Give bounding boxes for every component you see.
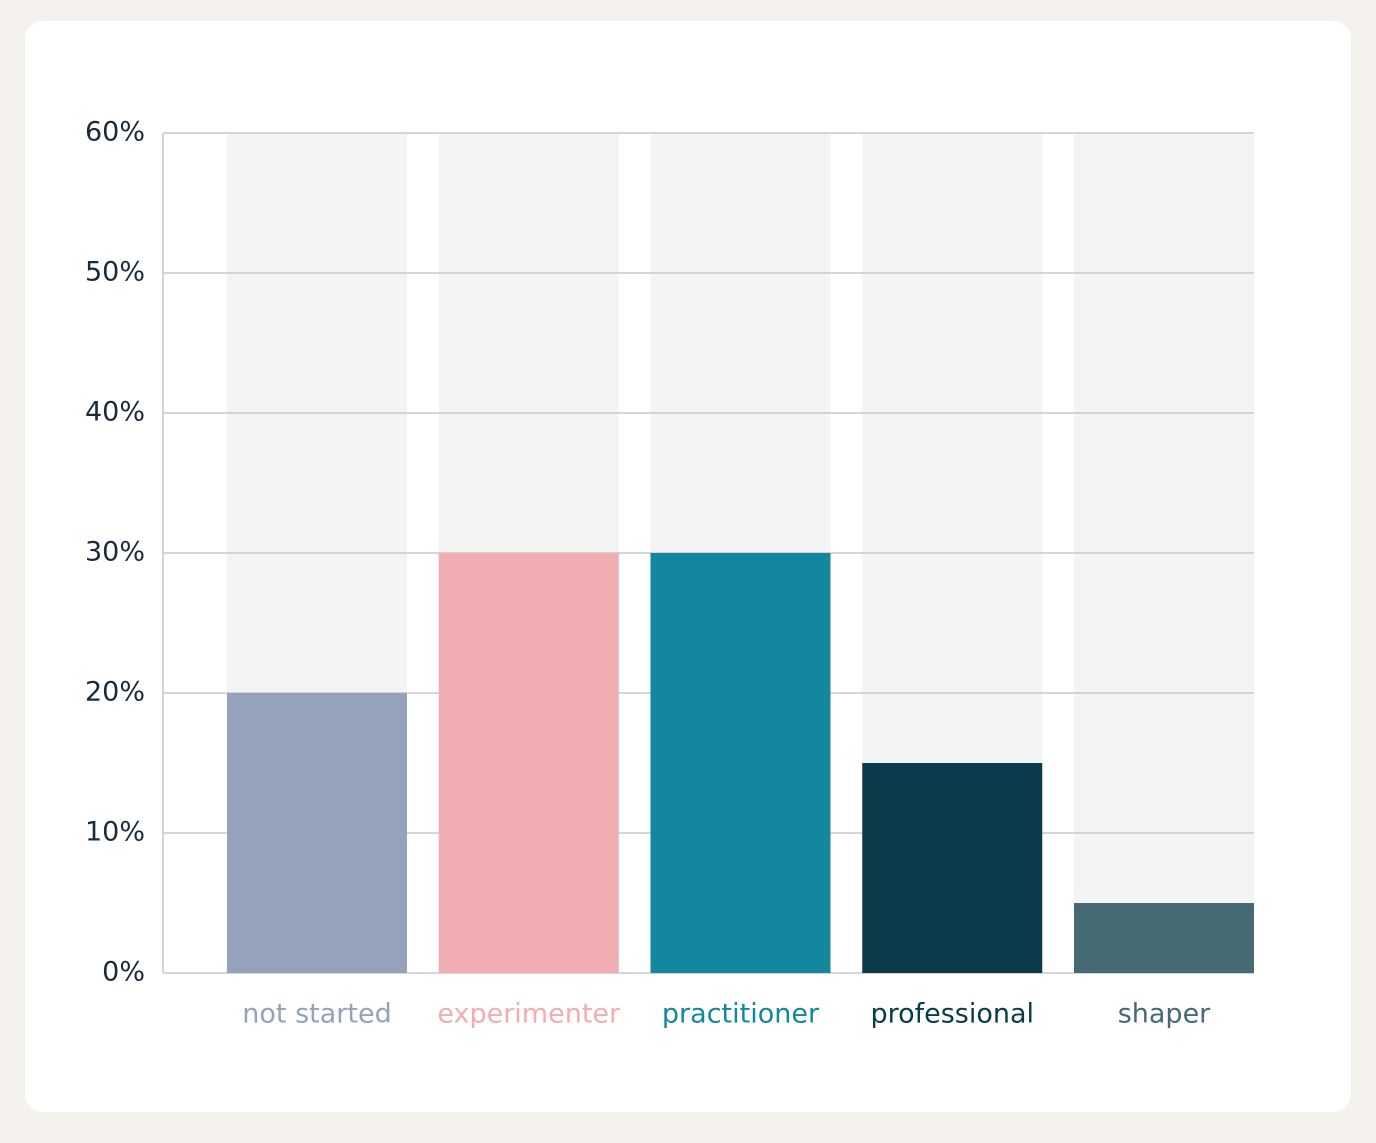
x-tick-label: professional: [870, 999, 1034, 1030]
y-tick-label: 60%: [85, 117, 145, 148]
y-tick-label: 30%: [85, 537, 145, 568]
bar: [862, 763, 1043, 973]
y-tick-label: 10%: [85, 817, 145, 848]
y-tick-label: 40%: [85, 397, 145, 428]
x-tick-label: experimenter: [437, 999, 621, 1030]
bar: [227, 693, 407, 973]
bar: [650, 553, 831, 973]
x-tick-label: shaper: [1118, 999, 1211, 1030]
y-tick-label: 20%: [85, 677, 145, 708]
y-tick-label: 0%: [102, 957, 145, 988]
x-tick-label: not started: [242, 999, 391, 1030]
bar: [1074, 903, 1254, 973]
y-tick-label: 50%: [85, 257, 145, 288]
bar: [438, 553, 619, 973]
x-tick-label: practitioner: [662, 999, 820, 1030]
